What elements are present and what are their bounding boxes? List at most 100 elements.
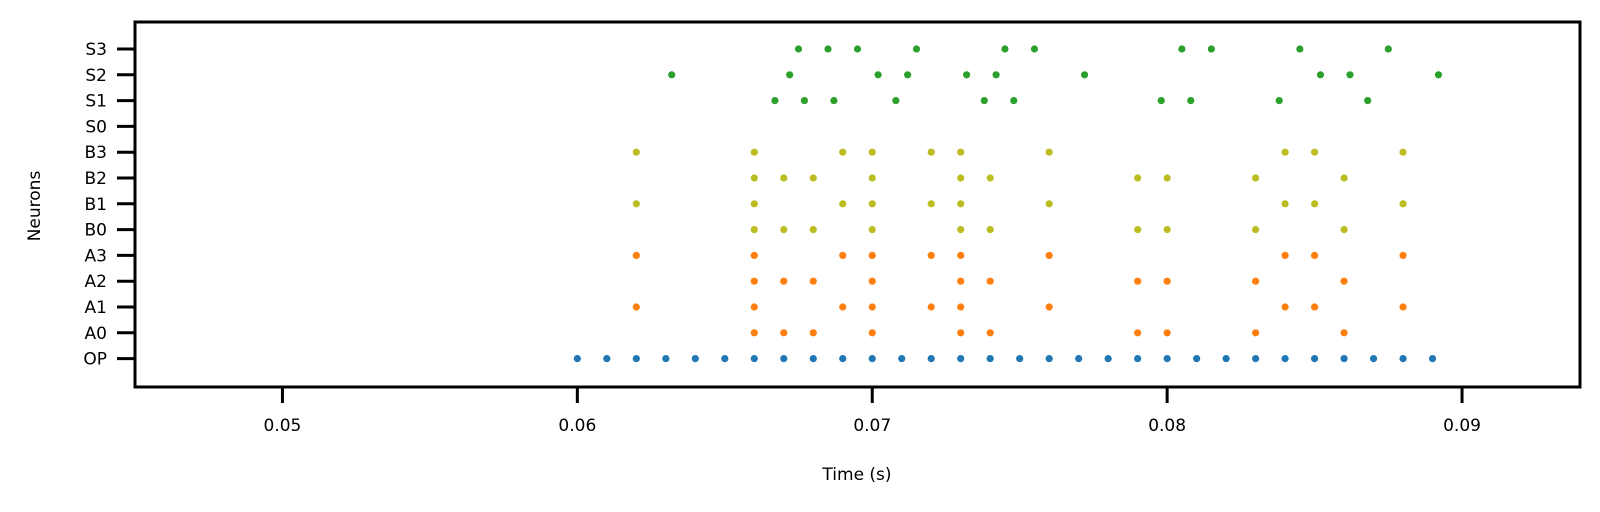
spike-point-a2 (1252, 277, 1260, 285)
spike-point-s2 (904, 71, 912, 79)
spike-point-b1 (1399, 200, 1407, 208)
spike-point-op (750, 355, 758, 363)
y-tick-label-a1: A1 (85, 298, 107, 318)
spike-point-b0 (1252, 226, 1260, 234)
spike-point-b1 (868, 200, 876, 208)
spike-point-b0 (986, 226, 994, 234)
spike-point-a0 (1252, 329, 1260, 337)
spike-point-a1 (750, 303, 758, 311)
spike-point-op (898, 355, 906, 363)
spike-point-s1 (1010, 97, 1018, 105)
spike-point-a3 (957, 251, 965, 259)
spike-point-b2 (780, 174, 788, 182)
spike-point-b3 (839, 148, 847, 156)
spike-point-a0 (1163, 329, 1171, 337)
spike-point-a2 (1340, 277, 1348, 285)
spike-point-b3 (1045, 148, 1053, 156)
spike-point-s1 (1187, 97, 1195, 105)
spike-point-b3 (1310, 148, 1319, 156)
spike-point-op (1428, 355, 1437, 363)
spike-point-s3 (1384, 45, 1392, 53)
spike-point-s2 (874, 71, 882, 79)
x-tick-label: 0.08 (1148, 416, 1186, 436)
spike-point-a1 (632, 303, 640, 311)
spike-point-a2 (986, 277, 994, 285)
spike-point-a3 (1399, 251, 1407, 259)
spike-point-b0 (780, 226, 788, 234)
spike-point-op (1252, 355, 1260, 363)
y-tick-label-a3: A3 (85, 246, 107, 266)
y-tick-label-s3: S3 (85, 40, 107, 60)
spike-point-op (573, 355, 581, 363)
spike-point-a0 (986, 329, 994, 337)
spike-point-op (1369, 355, 1378, 363)
spike-point-b1 (1045, 200, 1053, 208)
spike-point-b0 (868, 226, 876, 234)
spike-point-b3 (868, 148, 876, 156)
spike-point-s2 (992, 71, 1000, 79)
spike-point-s3 (794, 45, 803, 53)
y-tick-label-op: OP (83, 350, 107, 370)
x-axis-label: Time (s) (821, 465, 891, 485)
spike-point-op (721, 355, 729, 363)
y-tick-label-b2: B2 (85, 169, 107, 189)
y-tick-label-b1: B1 (85, 195, 107, 215)
spike-point-a1 (927, 303, 935, 311)
spike-point-a0 (1134, 329, 1142, 337)
spike-point-op (691, 355, 699, 363)
spike-point-op (1222, 355, 1230, 363)
spike-point-op (1310, 355, 1319, 363)
spike-point-b2 (986, 174, 994, 182)
spike-point-a1 (1310, 303, 1319, 311)
spike-point-op (632, 355, 640, 363)
spike-point-b2 (1134, 174, 1142, 182)
spike-point-a2 (1134, 277, 1142, 285)
spike-point-b2 (1252, 174, 1260, 182)
spike-point-op (662, 355, 670, 363)
spike-point-b3 (632, 148, 640, 156)
spike-point-a0 (750, 329, 758, 337)
spike-point-s2 (1316, 71, 1325, 79)
spike-point-op (603, 355, 611, 363)
spike-point-b0 (1340, 226, 1348, 234)
x-tick-label: 0.09 (1443, 416, 1481, 436)
spike-point-a2 (809, 277, 817, 285)
y-tick-label-a0: A0 (85, 324, 107, 344)
spike-point-b2 (750, 174, 758, 182)
spike-point-a1 (839, 303, 847, 311)
spike-point-op (1134, 355, 1142, 363)
spike-point-b1 (1281, 200, 1289, 208)
spike-point-a3 (868, 251, 876, 259)
spike-point-s3 (853, 45, 862, 53)
spike-point-s2 (963, 71, 971, 79)
spike-points (573, 45, 1443, 363)
spike-point-s3 (1178, 45, 1186, 53)
spike-point-a1 (1045, 303, 1053, 311)
spike-point-b3 (957, 148, 965, 156)
y-tick-label-b3: B3 (85, 143, 107, 163)
spike-point-a3 (927, 251, 935, 259)
spike-point-a3 (1281, 251, 1289, 259)
spike-point-a2 (957, 277, 965, 285)
spike-point-b1 (839, 200, 847, 208)
spike-point-s2 (668, 71, 676, 79)
spike-point-b2 (1340, 174, 1348, 182)
spike-point-op (1016, 355, 1024, 363)
spike-point-b0 (809, 226, 817, 234)
y-tick-label-s0: S0 (85, 117, 107, 137)
spike-point-s3 (1001, 45, 1009, 53)
spike-point-s3 (1296, 45, 1304, 53)
spike-point-b1 (927, 200, 935, 208)
spike-point-op (809, 355, 817, 363)
y-tick-label-s2: S2 (85, 66, 107, 86)
spike-point-s1 (980, 97, 988, 105)
spike-point-a0 (1340, 329, 1348, 337)
spike-point-a3 (1045, 251, 1053, 259)
spike-point-s2 (1080, 71, 1089, 79)
spike-point-b0 (1134, 226, 1142, 234)
spike-point-a0 (780, 329, 788, 337)
y-tick-label-a2: A2 (85, 272, 107, 292)
spike-point-a2 (780, 277, 788, 285)
spike-point-s3 (912, 45, 921, 53)
spike-point-s2 (1346, 71, 1354, 79)
